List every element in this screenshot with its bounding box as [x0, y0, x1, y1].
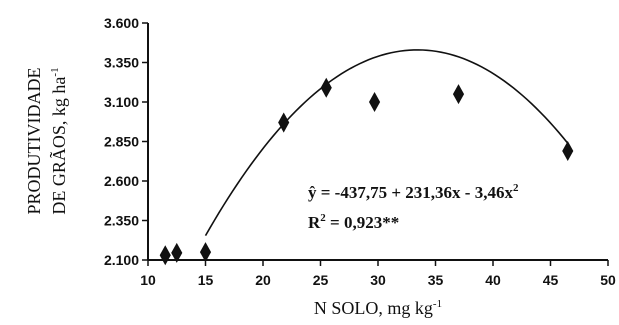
- x-ticks: 10 15 20 25 30 35 40 45 50: [140, 260, 616, 288]
- x-axis-title-main: N SOLO, mg kg: [314, 298, 433, 318]
- x-tick-label: 50: [600, 272, 616, 288]
- y-tick-label: 2.600: [104, 173, 139, 189]
- x-tick-label: 35: [428, 272, 444, 288]
- r2-lead: R: [308, 213, 321, 232]
- y-tick-label: 2.850: [104, 134, 139, 150]
- equation-rhs: = -437,75 + 231,36x - 3,46x: [317, 183, 514, 202]
- data-point-marker: [171, 242, 183, 263]
- r2-text: R2 = 0,923**: [308, 212, 399, 232]
- data-point-marker: [320, 77, 332, 98]
- y-tick-label: 3.350: [104, 55, 139, 71]
- r2-sup: 2: [320, 212, 326, 224]
- y-tick-label: 3.100: [104, 94, 139, 110]
- data-points: [159, 77, 574, 266]
- y-tick-label: 2.350: [104, 213, 139, 229]
- data-point-marker: [368, 91, 381, 113]
- data-point-marker: [159, 245, 171, 266]
- y-axis-title: PRODUTIVIDADE DE GRÃOS, kg ha-1: [24, 67, 69, 214]
- x-tick-label: 40: [485, 272, 501, 288]
- fit-curve: [204, 49, 569, 237]
- x-tick-label: 25: [313, 272, 329, 288]
- x-tick-label: 10: [140, 272, 156, 288]
- y-axis-title-line1: PRODUTIVIDADE: [24, 68, 44, 215]
- equation-rhs-sup: 2: [513, 182, 519, 194]
- data-point-marker: [199, 242, 212, 263]
- data-point-marker: [278, 112, 290, 133]
- y-ticks: 2.100 2.350 2.600 2.850 3.100 3.350 3.600: [104, 15, 148, 268]
- equation-text: ŷ = -437,75 + 231,36x - 3,46x2: [308, 182, 519, 202]
- data-point-marker: [562, 140, 574, 162]
- x-tick-label: 15: [198, 272, 214, 288]
- r2-rest: = 0,923**: [326, 213, 399, 232]
- x-axis-title: N SOLO, mg kg-1: [314, 298, 442, 318]
- y-axis-title-line2-sup: -1: [49, 67, 61, 76]
- y-axis-title-line2-main: DE GRÃOS, kg ha: [48, 77, 69, 215]
- x-axis-title-sup: -1: [433, 298, 442, 310]
- y-tick-label: 2.100: [104, 252, 139, 268]
- y-axis-title-line2: DE GRÃOS, kg ha-1: [48, 67, 69, 214]
- x-tick-label: 30: [370, 272, 386, 288]
- x-tick-label: 45: [543, 272, 559, 288]
- data-point-marker: [452, 84, 465, 105]
- equation-yhat: ŷ: [308, 183, 317, 202]
- y-tick-label: 3.600: [104, 15, 139, 31]
- x-tick-label: 20: [255, 272, 271, 288]
